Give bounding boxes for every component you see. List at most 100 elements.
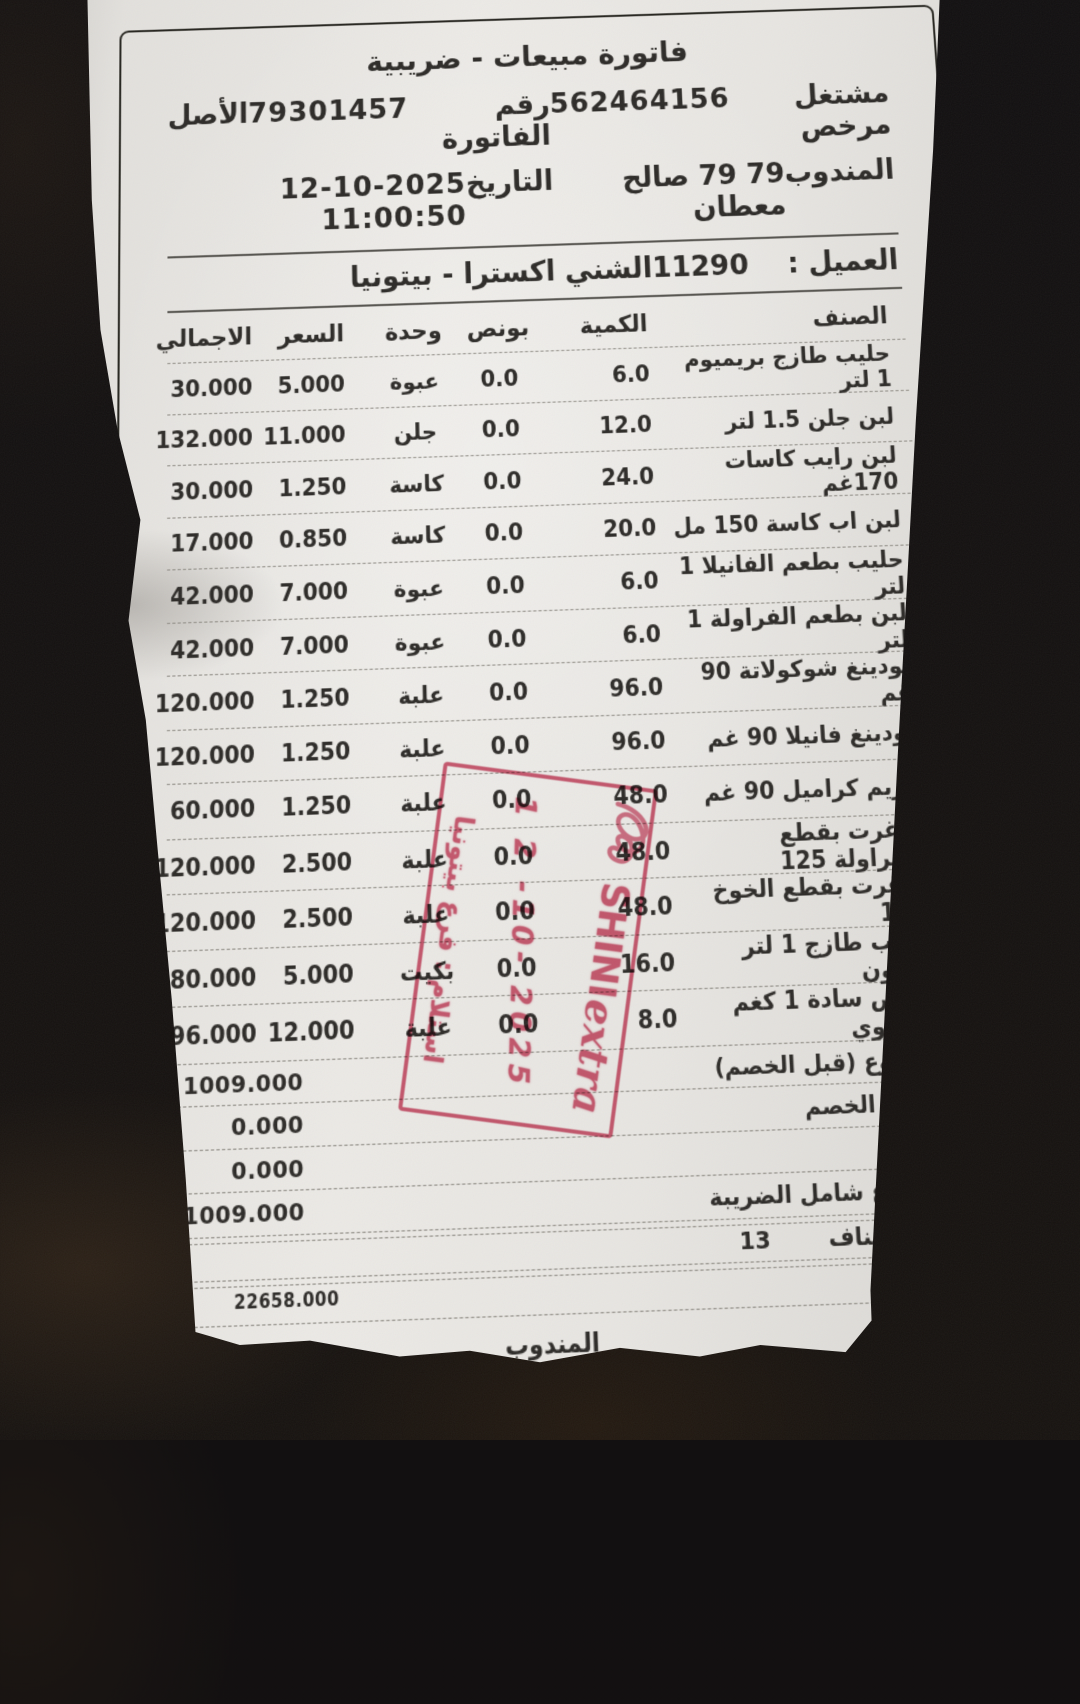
balance-value: 22658.000 xyxy=(233,1287,340,1315)
item-price: 7.000 xyxy=(279,630,349,660)
invoice-time: 11:00:50 xyxy=(321,199,468,237)
item-name: حليب طازج 1 لتر كرتون xyxy=(740,924,932,985)
grand-total-value: 1009.000 xyxy=(183,1196,305,1232)
tax-value: 0.000 xyxy=(231,1153,305,1186)
item-total: 60.000 xyxy=(169,794,256,826)
item-price: 1.250 xyxy=(280,684,350,714)
salesman-date-line: المندوب 79 79 صالح معطان التاريخ 12-10-2… xyxy=(167,154,897,242)
col-header-bonus: بونص xyxy=(466,314,530,344)
item-bonus: 0.0 xyxy=(483,467,522,495)
item-name: بودينغ شوكولاتة 90 غم xyxy=(700,651,914,707)
licensed-operator-label: مشتغل مرخص xyxy=(792,77,893,144)
disclaimer-note: تقع على عاتق العميل إستلام البضاعة من ال… xyxy=(295,1584,938,1666)
customer-label: العميل : xyxy=(786,243,900,281)
item-price: 2.500 xyxy=(282,903,354,934)
item-qty: 6.0 xyxy=(611,360,651,388)
original-copy-label: الأصل xyxy=(167,98,249,133)
item-name: يوغرت بقطع الفراولة 125 xyxy=(778,813,924,875)
photo-of-receipt: { "header": { "title": "فاتورة مبيعات - … xyxy=(0,0,1080,1440)
signature-scribble-icon xyxy=(607,801,649,864)
item-total: 80.000 xyxy=(169,962,257,995)
item-unit: كاسة xyxy=(388,470,445,499)
item-qty: 12.0 xyxy=(598,410,653,439)
item-total: 42.000 xyxy=(170,580,254,611)
contact-line: رقم الاتصال: 1700500500 xyxy=(175,1521,530,1568)
item-price: 2.500 xyxy=(281,847,353,878)
col-header-total: الاجمالي xyxy=(155,324,253,354)
item-unit: كاسة xyxy=(389,521,446,550)
col-header-item: الصنف xyxy=(811,303,889,333)
item-total: 120.000 xyxy=(154,906,257,939)
item-price: 1.250 xyxy=(281,791,352,822)
balance-label: الرصيد xyxy=(893,1261,970,1295)
item-bonus: 0.0 xyxy=(485,571,526,600)
item-total: 96.000 xyxy=(169,1019,257,1052)
stamp-brand-suffix: extra xyxy=(562,996,624,1117)
item-qty: 20.0 xyxy=(602,514,657,543)
item-price: 11.000 xyxy=(263,421,346,450)
item-price: 5.000 xyxy=(282,959,354,991)
contact-label: رقم الاتصال: xyxy=(358,1521,530,1562)
invoice-number: 79301457 xyxy=(248,93,409,130)
tax-label: الضريبة xyxy=(876,1129,961,1163)
col-header-qty: الكمية xyxy=(579,311,649,340)
item-price: 0.850 xyxy=(278,524,348,554)
date-label: التاريخ xyxy=(465,165,554,200)
item-price: 12.000 xyxy=(267,1015,355,1048)
contact-number: 1700500500 xyxy=(175,1527,360,1569)
item-total: 42.000 xyxy=(170,633,255,664)
item-qty: 6.0 xyxy=(621,620,662,649)
item-unit: عبوة xyxy=(389,367,440,396)
col-header-price: السعر xyxy=(277,321,345,350)
receipt-paper: فاتورة مبيعات - ضريبية مشتغل مرخص 562464… xyxy=(0,0,1080,1440)
items-count-label: عدد الاصناف xyxy=(827,1217,967,1253)
item-price: 1.250 xyxy=(278,473,347,502)
registration-line: مشتغل مرخص 562464156 رقم الفاتورة 793014… xyxy=(168,78,893,165)
item-total: 17.000 xyxy=(170,527,254,557)
item-name: حمص سادة 1 كغم بيضاوي xyxy=(731,981,935,1042)
item-total: 30.000 xyxy=(170,374,253,403)
receiver-label: المستلم xyxy=(867,1312,973,1349)
item-name: يوغرت بقطع الخوخ 125 xyxy=(711,869,928,928)
item-bonus: 0.0 xyxy=(488,678,529,707)
item-name: حليب طازج بريميوم 1 لتر xyxy=(683,340,893,394)
item-qty: 96.0 xyxy=(608,673,664,703)
item-name: لبن جلن 1.5 لتر xyxy=(724,402,895,435)
item-qty: 24.0 xyxy=(600,463,655,492)
licensed-operator-number: 562464156 xyxy=(549,82,731,121)
item-name: حليب بطعم الفانيلا 1 لتر xyxy=(678,545,907,600)
salesman-label: المندوب xyxy=(783,153,896,190)
stamp-brand-text: SHINI xyxy=(579,880,638,1001)
item-unit: علبة xyxy=(397,680,445,710)
stamp-border: SHINI extra 1 2 -10- 2025 استلام : فرع بي… xyxy=(397,761,659,1139)
stamp-handwritten-date: 1 2 -10- 2025 xyxy=(501,795,544,1091)
receipt-stamp: SHINI extra 1 2 -10- 2025 استلام : فرع بي… xyxy=(397,761,659,1139)
salesman-signature-label: المندوب xyxy=(504,1326,601,1361)
discount-value: 0.000 xyxy=(230,1109,305,1142)
footer-row: الاسعار شاملة ضريبة القيمة المضافة رقم ا… xyxy=(166,1504,986,1568)
item-name: لبن رايب كاسات 170غم xyxy=(723,441,900,497)
invoice-number-label: رقم الفاتورة xyxy=(441,88,552,156)
item-unit: علبة xyxy=(398,733,446,763)
item-price: 1.250 xyxy=(280,737,351,768)
subtotal-value: 1009.000 xyxy=(182,1066,304,1101)
date-time: 12-10-2025 11:00:50 xyxy=(167,168,468,242)
items-count-value: 13 xyxy=(738,1224,772,1256)
signature-lines xyxy=(166,1427,979,1459)
item-unit: عبوة xyxy=(394,627,446,657)
item-total: 30.000 xyxy=(170,476,254,506)
item-total: 120.000 xyxy=(154,740,255,772)
vat-note: الاسعار شاملة ضريبة القيمة المضافة xyxy=(581,1508,977,1552)
subtotal-label: المجموع (قبل الخصم) xyxy=(713,1043,955,1082)
item-bonus: 0.0 xyxy=(490,731,531,760)
item-total: 120.000 xyxy=(154,687,255,719)
item-name: لبن بطعم الفراولة 1 لتر xyxy=(686,598,910,654)
item-price: 5.000 xyxy=(277,371,346,399)
item-unit: عبوة xyxy=(393,574,445,603)
item-price: 7.000 xyxy=(279,577,349,607)
salesman-name: 79 79 صالح معطان xyxy=(621,157,788,225)
item-bonus: 0.0 xyxy=(484,518,524,547)
salesman-signature-line xyxy=(168,1446,444,1459)
item-qty: 6.0 xyxy=(619,567,660,596)
item-total: 132.000 xyxy=(155,424,253,454)
